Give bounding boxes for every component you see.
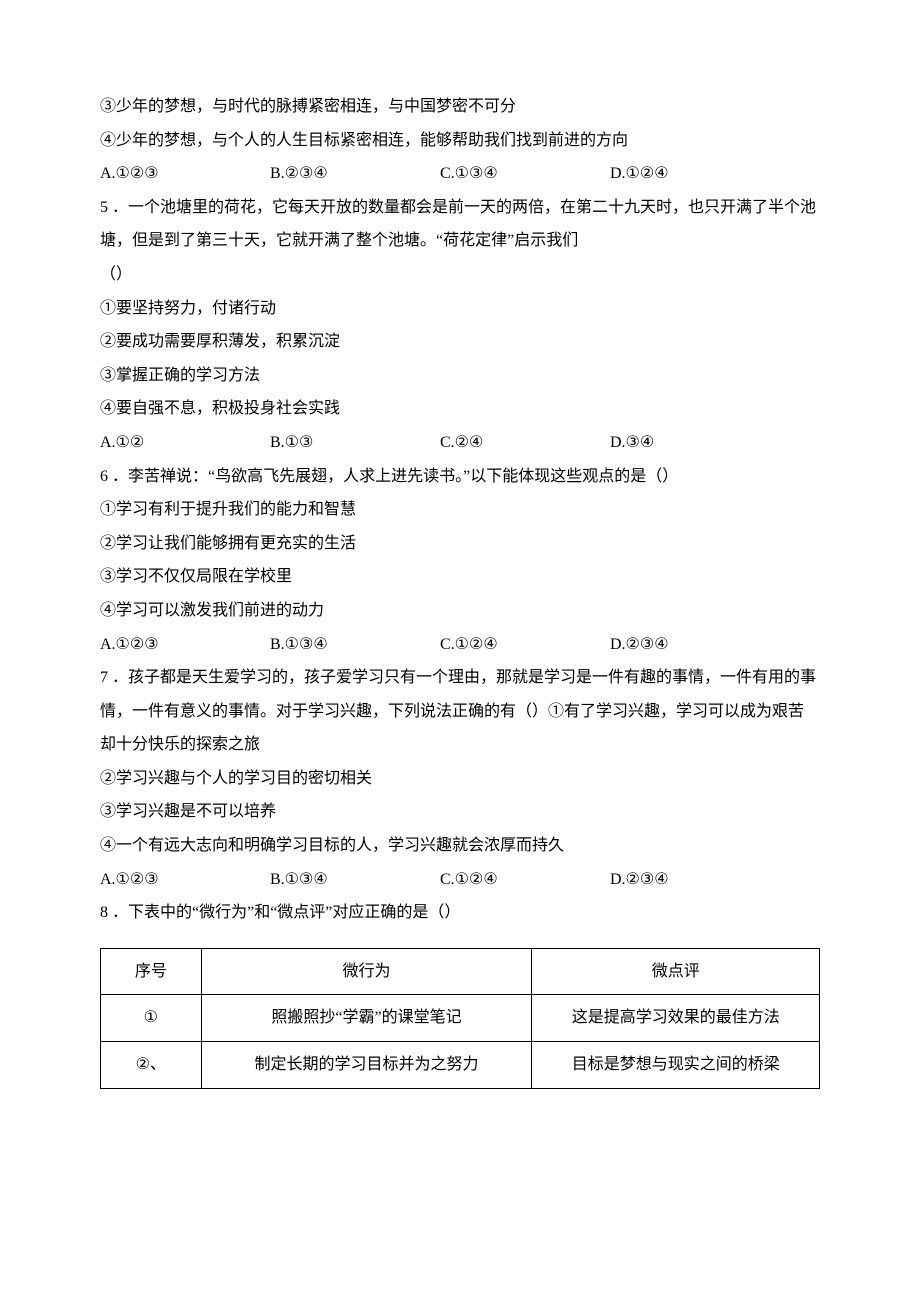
option-a: A.①②③ [100,863,270,897]
q8-table: 序号 微行为 微点评 ① 照搬照抄“学霸”的课堂笔记 这是提高学习效果的最佳方法… [100,948,820,1089]
table-cell-comment: 这是提高学习效果的最佳方法 [532,995,820,1042]
option-d: D.②③④ [610,863,780,897]
option-d: D.①②④ [610,157,780,191]
q8-stem: 8 ．下表中的“微行为”和“微点评”对应正确的是（） [100,896,820,930]
q7-stem-line3: 却十分快乐的探索之旅 [100,728,820,762]
option-c: C.②④ [440,426,610,460]
option-b: B.①③ [270,426,440,460]
q6-item-1: ①学习有利于提升我们的能力和智慧 [100,493,820,527]
option-d: D.③④ [610,426,780,460]
table-cell-seq: ① [101,995,202,1042]
statement-3: ③少年的梦想，与时代的脉搏紧密相连，与中国梦密不可分 [100,90,820,124]
option-c: C.①②④ [440,863,610,897]
option-a: A.①② [100,426,270,460]
q7-item-4: ④一个有远大志向和明确学习目标的人，学习兴趣就会浓厚而持久 [100,829,820,863]
q7-stem-line2: 情，一件有意义的事情。对于学习兴趣，下列说法正确的有（）①有了学习兴趣，学习可以… [100,695,820,729]
q7-item-2: ②学习兴趣与个人的学习目的密切相关 [100,762,820,796]
q5-item-2: ②要成功需要厚积薄发，积累沉淀 [100,325,820,359]
q5-stem-line2: 塘，但是到了第三十天，它就开满了整个池塘。“荷花定律”启示我们 [100,224,820,258]
q5-item-1: ①要坚持努力，付诸行动 [100,292,820,326]
q7-item-3: ③学习兴趣是不可以培养 [100,795,820,829]
q6-item-3: ③学习不仅仅局限在学校里 [100,560,820,594]
table-cell-comment: 目标是梦想与现实之间的桥梁 [532,1042,820,1089]
table-cell-behavior: 制定长期的学习目标并为之努力 [201,1042,532,1089]
q5-item-3: ③掌握正确的学习方法 [100,359,820,393]
table-row: ②、 制定长期的学习目标并为之努力 目标是梦想与现实之间的桥梁 [101,1042,820,1089]
q6-item-2: ②学习让我们能够拥有更充实的生活 [100,527,820,561]
table-row: ① 照搬照抄“学霸”的课堂笔记 这是提高学习效果的最佳方法 [101,995,820,1042]
q5-stem-line1: 5 ．一个池塘里的荷花，它每天开放的数量都会是前一天的两倍，在第二十九天时，也只… [100,191,820,225]
q6-stem: 6 ．李苦禅说：“鸟欲高飞先展翅，人求上进先读书。”以下能体现这些观点的是（） [100,460,820,494]
q6-item-4: ④学习可以激发我们前进的动力 [100,594,820,628]
table-cell-seq: ②、 [101,1042,202,1089]
q5-stem-line3: （） [100,258,820,292]
q7-options: A.①②③ B.①③④ C.①②④ D.②③④ [100,863,820,897]
option-b: B.②③④ [270,157,440,191]
table-header-seq: 序号 [101,948,202,995]
option-b: B.①③④ [270,863,440,897]
table-header-comment: 微点评 [532,948,820,995]
option-c: C.①③④ [440,157,610,191]
option-d: D.②③④ [610,628,780,662]
q6-options: A.①②③ B.①③④ C.①②④ D.②③④ [100,628,820,662]
option-b: B.①③④ [270,628,440,662]
option-c: C.①②④ [440,628,610,662]
q7-stem-line1: 7 ．孩子都是天生爱学习的，孩子爱学习只有一个理由，那就是学习是一件有趣的事情，… [100,661,820,695]
q5-options: A.①② B.①③ C.②④ D.③④ [100,426,820,460]
table-header-row: 序号 微行为 微点评 [101,948,820,995]
table-header-behavior: 微行为 [201,948,532,995]
option-a: A.①②③ [100,157,270,191]
q5-item-4: ④要自强不息，积极投身社会实践 [100,392,820,426]
table-cell-behavior: 照搬照抄“学霸”的课堂笔记 [201,995,532,1042]
q4-options: A.①②③ B.②③④ C.①③④ D.①②④ [100,157,820,191]
option-a: A.①②③ [100,628,270,662]
statement-4: ④少年的梦想，与个人的人生目标紧密相连，能够帮助我们找到前进的方向 [100,124,820,158]
